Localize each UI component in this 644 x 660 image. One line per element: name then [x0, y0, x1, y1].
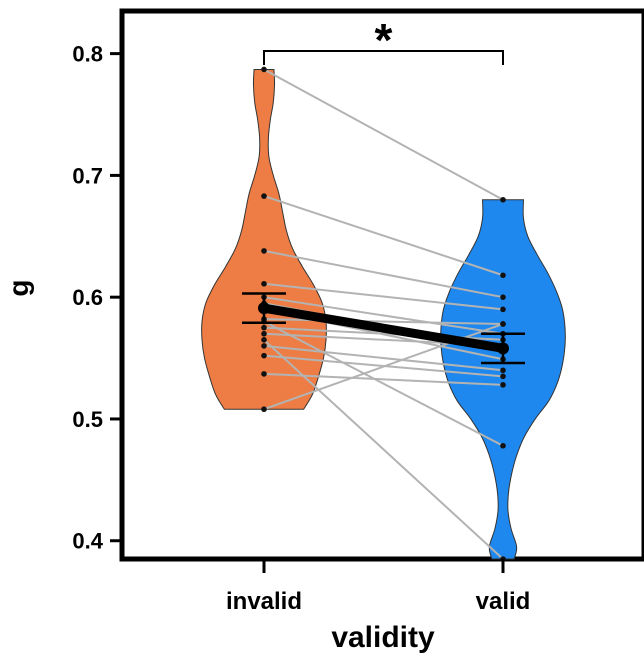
x-tick-label-invalid: invalid — [226, 588, 302, 615]
significance-label: * — [375, 14, 393, 66]
point-valid-12 — [500, 373, 506, 380]
point-valid-15 — [500, 442, 506, 449]
x-axis: invalid valid — [226, 559, 530, 615]
significance-bracket: * — [263, 14, 504, 66]
paired-line-11 — [263, 344, 504, 372]
mean-point-invalid — [258, 302, 270, 315]
point-valid-11 — [500, 367, 506, 374]
violins-layer — [201, 68, 566, 560]
violin-invalid — [201, 68, 327, 410]
point-invalid-13 — [261, 371, 267, 377]
x-tick-label-valid: valid — [476, 588, 531, 615]
point-invalid-4 — [261, 280, 267, 287]
plot-frame — [119, 8, 644, 562]
y-axis-label: g — [3, 279, 34, 296]
point-invalid-1 — [261, 66, 267, 73]
point-invalid-11 — [261, 343, 267, 349]
y-tick-label-0.5: 0.5 — [72, 407, 103, 432]
x-axis-label: validity — [331, 621, 435, 654]
y-tick-label-0.7: 0.7 — [72, 163, 103, 188]
paired-line-8 — [263, 318, 504, 325]
paired-lines-layer — [263, 68, 504, 560]
y-tick-label-0.8: 0.8 — [72, 42, 103, 67]
point-invalid-9 — [261, 324, 267, 331]
summary-layer — [242, 292, 525, 365]
y-axis: 0.4 0.5 0.6 0.7 0.8 — [72, 42, 122, 554]
paired-line-2 — [263, 195, 504, 277]
point-invalid-14 — [261, 406, 267, 413]
point-invalid-12 — [261, 352, 267, 359]
point-invalid-16 — [261, 337, 267, 343]
point-invalid-3 — [261, 248, 267, 254]
paired-line-1 — [263, 68, 504, 201]
y-tick-label-0.6: 0.6 — [72, 285, 103, 310]
point-valid-3 — [500, 294, 506, 300]
point-valid-14 — [500, 321, 506, 327]
mean-point-valid — [497, 342, 509, 355]
point-invalid-2 — [261, 193, 267, 199]
point-valid-2 — [500, 272, 506, 279]
paired-line-16 — [263, 339, 504, 560]
paired-line-4 — [263, 282, 504, 311]
mean-connector-line — [259, 303, 508, 353]
point-invalid-10 — [261, 330, 267, 337]
point-valid-1 — [500, 196, 506, 203]
significance-bracket-line — [263, 50, 504, 65]
point-valid-13 — [500, 382, 506, 388]
y-tick-label-0.4: 0.4 — [72, 529, 103, 554]
point-valid-4 — [500, 306, 506, 313]
paired-line-5 — [263, 296, 504, 335]
paired-line-3 — [263, 249, 504, 299]
paired-line-15 — [263, 320, 504, 447]
violin-valid — [440, 199, 566, 560]
